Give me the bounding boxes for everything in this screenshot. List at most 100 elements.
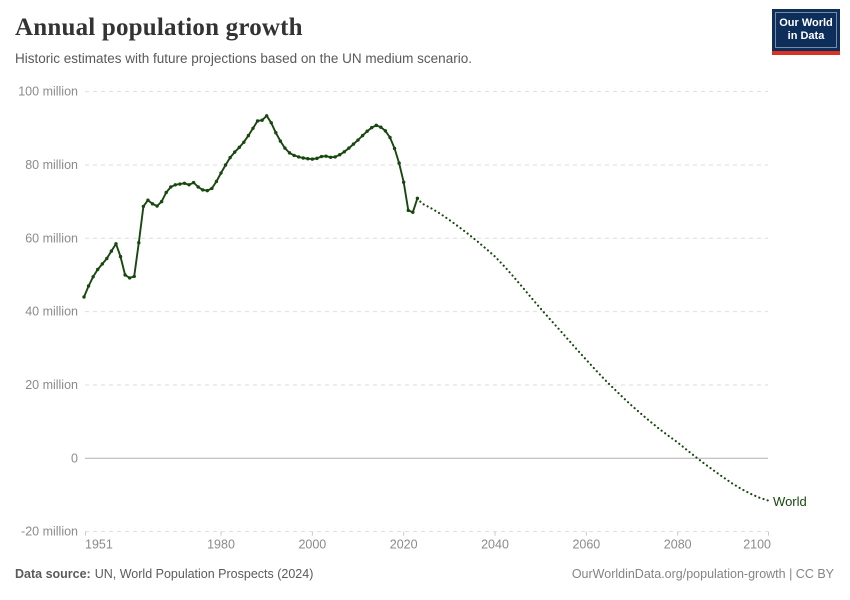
data-point-marker bbox=[338, 152, 342, 157]
data-point-marker bbox=[100, 262, 104, 266]
data-point-marker bbox=[146, 198, 150, 202]
data-point-marker bbox=[310, 157, 315, 161]
data-point-marker bbox=[223, 163, 228, 167]
data-point-marker bbox=[401, 180, 406, 184]
data-point-marker bbox=[210, 186, 214, 191]
x-axis-label: 2080 bbox=[664, 538, 692, 552]
data-point-marker bbox=[397, 161, 401, 165]
data-point-marker bbox=[137, 240, 141, 245]
data-point-marker bbox=[260, 118, 264, 122]
data-point-marker bbox=[105, 256, 109, 261]
y-axis-label: -20 million bbox=[21, 525, 78, 539]
data-point-marker bbox=[251, 126, 255, 130]
data-source-label: Data source: bbox=[15, 567, 91, 581]
owid-logo[interactable]: Our World in Data bbox=[772, 9, 840, 55]
credit-link[interactable]: OurWorldinData.org/population-growth | C… bbox=[571, 567, 834, 581]
data-point-marker bbox=[127, 276, 132, 280]
data-point-marker bbox=[264, 114, 269, 118]
owid-logo-frame: Our World in Data bbox=[775, 12, 837, 48]
data-point-marker bbox=[292, 153, 296, 158]
data-point-marker bbox=[324, 154, 328, 158]
data-point-marker bbox=[109, 249, 114, 253]
data-point-marker bbox=[278, 139, 283, 143]
data-point-marker bbox=[132, 274, 136, 279]
data-point-marker bbox=[315, 156, 319, 161]
x-axis-label: 2040 bbox=[481, 538, 509, 552]
data-point-marker bbox=[255, 119, 260, 123]
data-point-marker bbox=[274, 130, 278, 135]
data-point-marker bbox=[392, 146, 397, 151]
data-point-marker bbox=[242, 140, 246, 144]
data-point-marker bbox=[328, 155, 333, 159]
data-point-marker bbox=[269, 121, 273, 125]
data-point-marker bbox=[347, 146, 351, 150]
x-axis-label: 1951 bbox=[85, 538, 113, 552]
y-axis-label: 60 million bbox=[25, 231, 78, 245]
data-point-marker bbox=[301, 156, 305, 160]
data-point-marker bbox=[96, 267, 100, 272]
x-axis-label: 2100 bbox=[743, 538, 771, 552]
data-point-marker bbox=[82, 295, 86, 299]
historic-line bbox=[83, 114, 419, 298]
data-point-marker bbox=[411, 210, 415, 214]
data-point-marker bbox=[351, 142, 356, 146]
data-point-marker bbox=[342, 150, 347, 154]
data-point-marker bbox=[118, 254, 123, 259]
data-point-marker bbox=[164, 190, 168, 195]
data-point-marker bbox=[283, 146, 287, 150]
x-axis-label: 1980 bbox=[207, 538, 235, 552]
data-point-marker bbox=[201, 188, 205, 192]
data-point-marker bbox=[246, 133, 251, 138]
y-axis-label: 80 million bbox=[25, 158, 78, 172]
data-point-marker bbox=[123, 273, 127, 277]
data-point-marker bbox=[383, 129, 388, 133]
data-point-marker bbox=[191, 180, 196, 185]
x-axis-label: 2020 bbox=[390, 538, 418, 552]
x-axis-label: 2000 bbox=[298, 538, 326, 552]
data-point-marker bbox=[169, 185, 173, 189]
data-point-marker bbox=[159, 199, 164, 204]
owid-logo-line1: Our World bbox=[779, 17, 833, 29]
data-point-marker bbox=[150, 202, 155, 206]
data-point-marker bbox=[365, 129, 369, 133]
data-point-marker bbox=[388, 135, 392, 140]
data-point-marker bbox=[219, 171, 223, 175]
data-point-marker bbox=[141, 204, 146, 209]
data-point-marker bbox=[86, 284, 91, 288]
data-point-marker bbox=[205, 188, 210, 193]
data-point-marker bbox=[155, 204, 159, 208]
y-axis-label: 0 bbox=[71, 451, 78, 465]
data-point-marker bbox=[296, 155, 301, 159]
data-point-marker bbox=[333, 155, 337, 159]
data-point-marker bbox=[287, 151, 292, 155]
y-axis-label: 100 million bbox=[18, 85, 78, 99]
data-point-marker bbox=[178, 182, 182, 186]
world-series-label: World bbox=[773, 494, 807, 509]
chart-subtitle: Historic estimates with future projectio… bbox=[15, 51, 472, 66]
data-point-marker bbox=[237, 145, 241, 150]
projection-line bbox=[416, 197, 771, 502]
data-point-marker bbox=[187, 183, 191, 187]
data-point-marker bbox=[173, 183, 178, 187]
data-point-marker bbox=[114, 242, 118, 246]
y-axis-label: 40 million bbox=[25, 305, 78, 319]
data-point-marker bbox=[91, 275, 95, 279]
x-axis-label: 2060 bbox=[572, 538, 600, 552]
data-point-marker bbox=[182, 181, 187, 185]
page-title: Annual population growth bbox=[15, 14, 303, 41]
data-point-marker bbox=[319, 154, 324, 159]
data-point-marker bbox=[360, 133, 365, 138]
data-point-marker bbox=[370, 125, 374, 130]
owid-logo-line2: in Data bbox=[787, 30, 825, 42]
data-point-marker bbox=[379, 125, 383, 129]
data-point-marker bbox=[233, 150, 237, 154]
data-point-marker bbox=[228, 155, 232, 160]
data-point-marker bbox=[406, 208, 410, 213]
data-source-text: UN, World Population Prospects (2024) bbox=[94, 567, 314, 581]
data-point-marker bbox=[306, 157, 310, 161]
data-source: Data source: UN, World Population Prospec… bbox=[15, 567, 313, 581]
data-point-marker bbox=[196, 185, 200, 189]
data-point-marker bbox=[374, 123, 378, 128]
